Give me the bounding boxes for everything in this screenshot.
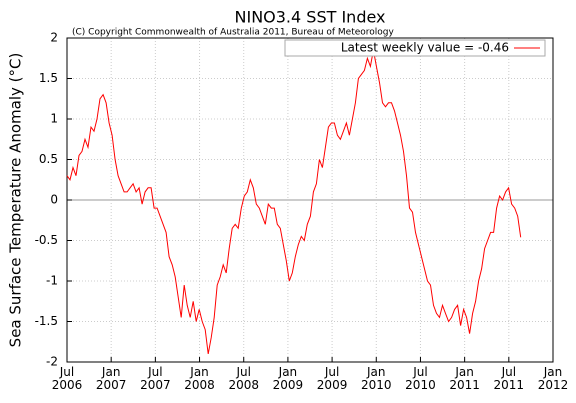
- x-tick-label: Jul 2006: [51, 365, 83, 392]
- y-tick-label: -1.5: [35, 314, 58, 328]
- legend-box: [284, 39, 546, 57]
- y-tick-label: 0: [50, 193, 58, 207]
- legend-label: Latest weekly value = -0.46: [341, 41, 509, 55]
- x-tick-label: Jul 2008: [228, 365, 259, 392]
- y-axis-label: Sea Surface Temperature Anomaly (°C): [7, 53, 25, 348]
- x-tick-label: Jul 2009: [316, 365, 348, 392]
- y-tick-label: 1: [50, 112, 58, 126]
- x-tick-label: Jul 2010: [405, 365, 436, 392]
- x-tick-label: Jan 2011: [449, 365, 480, 392]
- x-tick-label: Jan 2008: [184, 365, 215, 392]
- y-tick-label: -2: [46, 355, 58, 369]
- data-line: [66, 50, 522, 354]
- x-tick-label: Jan 2012: [537, 365, 569, 392]
- x-tick-label: Jan 2010: [360, 365, 392, 392]
- x-tick-label: Jan 2007: [95, 365, 127, 392]
- chart-title: NINO3.4 SST Index: [235, 8, 386, 27]
- y-tick-label: -0.5: [35, 233, 58, 247]
- y-tick-label: 1.5: [39, 71, 58, 85]
- y-tick-label: -1: [46, 274, 58, 288]
- plot-frame: [66, 37, 554, 363]
- x-tick-label: Jan 2009: [272, 365, 304, 392]
- y-tick-label: 0.5: [39, 152, 58, 166]
- chart-subtitle: (C) Copyright Commonwealth of Australia …: [72, 28, 395, 38]
- x-tick-label: Jul 2011: [493, 365, 525, 392]
- x-tick-label: Jul 2007: [140, 365, 171, 392]
- y-tick-label: 2: [50, 31, 58, 45]
